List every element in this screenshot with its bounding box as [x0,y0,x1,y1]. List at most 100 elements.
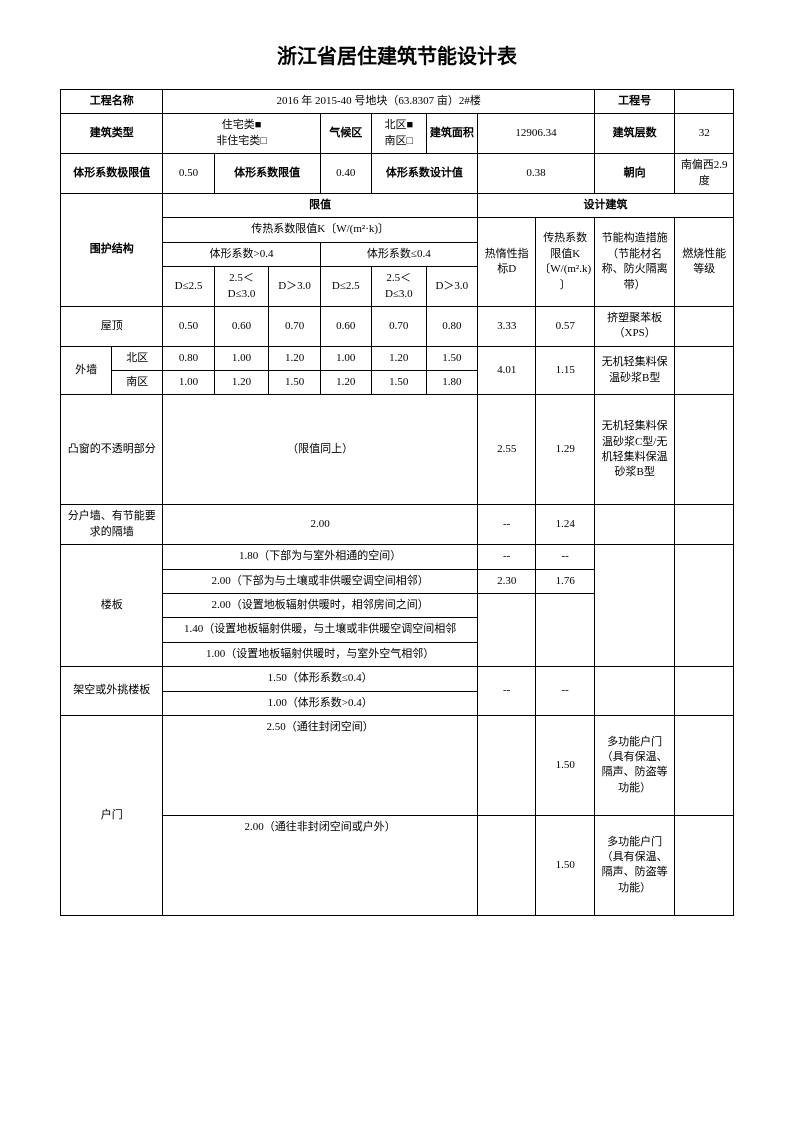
shape-design: 0.38 [477,154,594,194]
shape-limit: 0.50 [163,154,214,194]
floor-r5: 1.00（设置地板辐射供暖时，与室外空气相邻） [163,642,478,666]
d-25-30-b: 2.5＜D≤3.0 [371,267,426,307]
overhang-r2: 1.00（体形系数>0.4） [163,691,478,715]
roof-v1: 0.60 [214,306,269,346]
thermal-d-label: 热惰性指标D [477,218,536,307]
shape-limit-label: 体形系数极限值 [61,154,163,194]
orientation-label: 朝向 [594,154,674,194]
bay-fire [675,395,734,505]
door-measure2: 多功能户门（具有保温、隔声、防盗等功能） [594,815,674,915]
roof-v5: 0.80 [426,306,477,346]
fire-label: 燃烧性能等级 [675,218,734,307]
bay-note: （限值同上） [163,395,478,505]
partition-d: -- [477,505,536,545]
envelope-label: 围护结构 [61,193,163,306]
shape-gt04: 体形系数>0.4 [163,242,320,266]
door-r2: 2.00（通往非封闭空间或户外） [163,815,478,915]
wall-n2: 1.20 [269,346,320,370]
floor-d3 [477,594,536,667]
floor-measure [594,545,674,667]
door-k1: 1.50 [536,715,595,815]
building-type-label: 建筑类型 [61,114,163,154]
wall-d: 4.01 [477,346,536,395]
limit-header: 限值 [163,193,478,217]
partition-label: 分户墙、有节能要求的隔墙 [61,505,163,545]
floor-k2: 1.76 [536,569,595,593]
wall-north-label: 北区 [112,346,163,370]
wall-s2: 1.50 [269,371,320,395]
climate-zone: 北区■ 南区□ [371,114,426,154]
wall-s5: 1.80 [426,371,477,395]
overhang-k: -- [536,667,595,716]
orientation: 南偏西2.9度 [675,154,734,194]
wall-south-label: 南区 [112,371,163,395]
wall-s4: 1.50 [371,371,426,395]
bay-k: 1.29 [536,395,595,505]
partition-value: 2.00 [163,505,478,545]
shape-value-label: 体形系数限值 [214,154,320,194]
door-fire2 [675,815,734,915]
project-no-label: 工程号 [594,90,674,114]
overhang-measure [594,667,674,716]
floor-d2: 2.30 [477,569,536,593]
project-name-label: 工程名称 [61,90,163,114]
roof-d: 3.33 [477,306,536,346]
bay-label: 凸窗的不透明部分 [61,395,163,505]
roof-v2: 0.70 [269,306,320,346]
door-fire1 [675,715,734,815]
overhang-label: 架空或外挑楼板 [61,667,163,716]
k-design-label: 传热系数限值K〔W/(m².k)〕 [536,218,595,307]
roof-measure: 挤塑聚苯板（XPS） [594,306,674,346]
roof-v4: 0.70 [371,306,426,346]
wall-n0: 0.80 [163,346,214,370]
floor-r3: 2.00（设置地板辐射供暖时，相邻房间之间） [163,594,478,618]
wall-s1: 1.20 [214,371,269,395]
overhang-r1: 1.50（体形系数≤0.4） [163,667,478,691]
wall-n3: 1.00 [320,346,371,370]
door-label: 户门 [61,715,163,915]
roof-v0: 0.50 [163,306,214,346]
partition-measure [594,505,674,545]
building-area-label: 建筑面积 [426,114,477,154]
page-title: 浙江省居住建筑节能设计表 [60,40,734,69]
roof-fire [675,306,734,346]
project-name: 2016 年 2015-40 号地块（63.8307 亩）2#楼 [163,90,595,114]
project-no [675,90,734,114]
d-le25-a: D≤2.5 [163,267,214,307]
door-r1: 2.50（通往封闭空间） [163,715,478,815]
wall-s0: 1.00 [163,371,214,395]
floor-d1: -- [477,545,536,569]
design-table: 工程名称 2016 年 2015-40 号地块（63.8307 亩）2#楼 工程… [60,89,734,916]
floor-label: 楼板 [61,545,163,667]
partition-k: 1.24 [536,505,595,545]
floor-r1: 1.80（下部为与室外相通的空间） [163,545,478,569]
floor-k1: -- [536,545,595,569]
d-gt30-a: D＞3.0 [269,267,320,307]
wall-n4: 1.20 [371,346,426,370]
overhang-fire [675,667,734,716]
door-d2 [477,815,536,915]
k-limit-header: 传热系数限值K〔W/(m²·k)〕 [163,218,478,242]
floor-r4: 1.40（设置地板辐射供暖，与土壤或非供暖空调空间相邻 [163,618,478,642]
building-area: 12906.34 [477,114,594,154]
d-le25-b: D≤2.5 [320,267,371,307]
wall-measure: 无机轻集料保温砂浆B型 [594,346,674,395]
door-measure1: 多功能户门（具有保温、隔声、防盗等功能） [594,715,674,815]
floor-k3 [536,594,595,667]
wall-fire [675,346,734,395]
bay-d: 2.55 [477,395,536,505]
shape-le04: 体形系数≤0.4 [320,242,477,266]
climate-zone-label: 气候区 [320,114,371,154]
building-floors-label: 建筑层数 [594,114,674,154]
roof-v3: 0.60 [320,306,371,346]
building-type: 住宅类■ 非住宅类□ [163,114,320,154]
measure-label: 节能构造措施（节能材名称、防火隔离带） [594,218,674,307]
wall-s3: 1.20 [320,371,371,395]
building-floors: 32 [675,114,734,154]
wall-n1: 1.00 [214,346,269,370]
wall-k: 1.15 [536,346,595,395]
partition-fire [675,505,734,545]
design-header: 设计建筑 [477,193,733,217]
roof-label: 屋顶 [61,306,163,346]
overhang-d: -- [477,667,536,716]
